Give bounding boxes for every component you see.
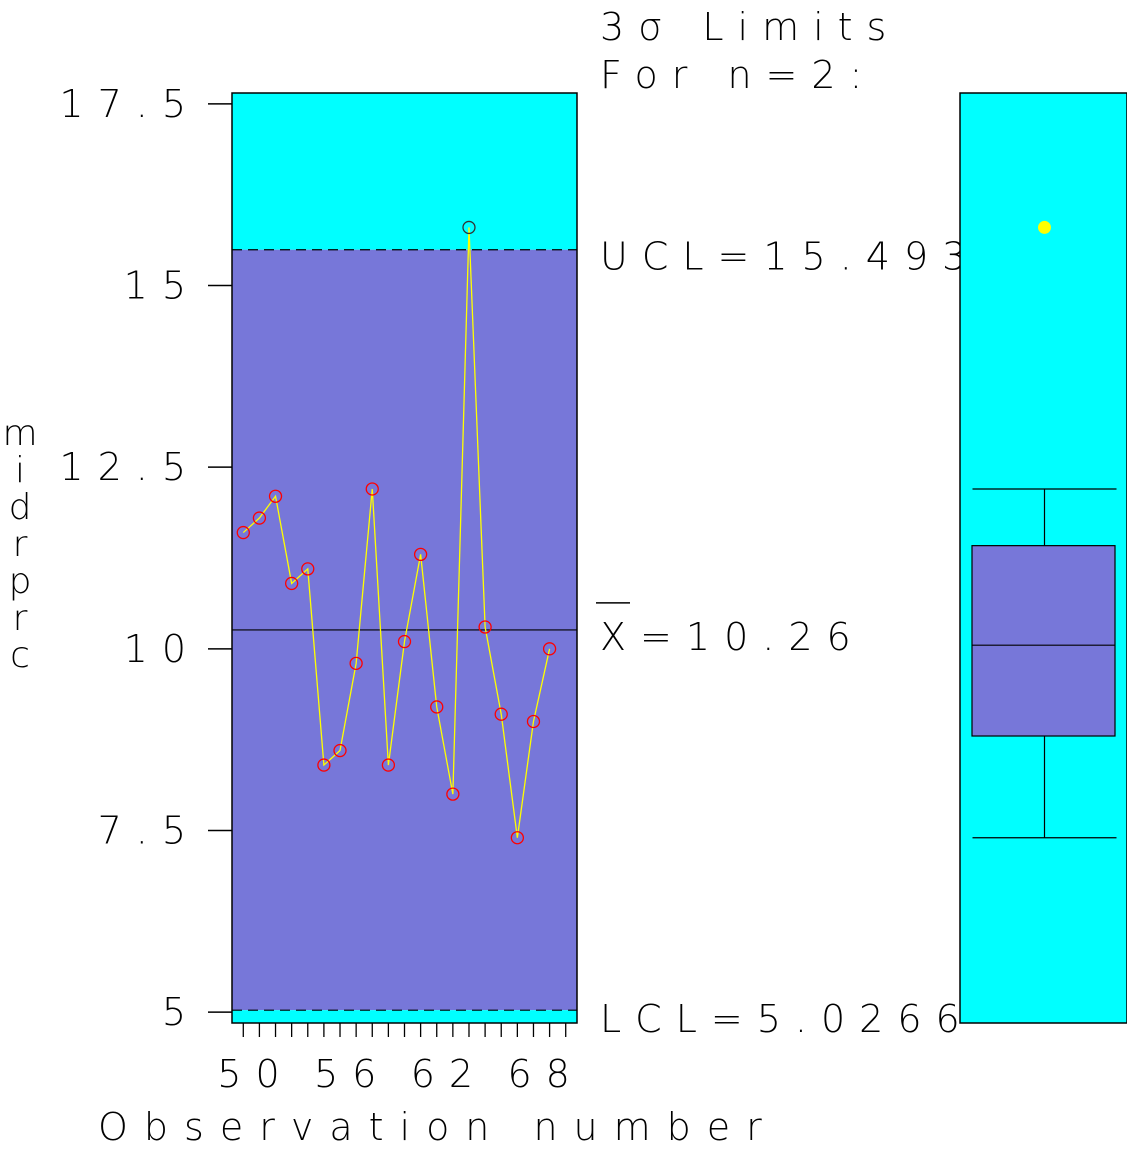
data-point	[284, 576, 299, 591]
data-point	[430, 700, 444, 714]
y-axis: 5 7.5 10 12.5 15 17.5	[59, 82, 232, 1034]
data-point	[478, 620, 492, 634]
series-line	[242, 227, 551, 838]
series-midrprc	[236, 220, 557, 845]
x-tick-label: 62	[411, 1052, 487, 1096]
x-tick-label: 50	[217, 1052, 293, 1096]
x-axis-title: Observation number	[98, 1105, 778, 1149]
data-point	[317, 758, 331, 772]
boxplot-box	[971, 545, 1116, 737]
zone-above-ucl	[232, 93, 577, 250]
y-tick-label: 10	[124, 627, 200, 671]
lcl-label: LCL=5.0266	[600, 997, 974, 1041]
zone-below-lcl	[232, 1010, 577, 1023]
data-point	[494, 707, 508, 721]
data-point	[446, 787, 460, 801]
boxplot-outlier	[1038, 220, 1051, 234]
data-point	[365, 482, 379, 496]
data-point	[397, 634, 412, 649]
x-tick-label: 56	[314, 1052, 390, 1096]
data-point	[252, 511, 267, 525]
center-label-symbol: X	[600, 615, 640, 659]
header-line2: For n=2:	[600, 53, 876, 97]
data-point	[413, 547, 428, 562]
data-point	[301, 562, 315, 576]
data-point	[268, 489, 283, 503]
data-point	[526, 714, 541, 729]
x-tick-label: 68	[507, 1052, 583, 1096]
data-point	[542, 642, 557, 656]
data-point	[510, 831, 525, 845]
data-point	[349, 656, 363, 671]
center-label-value: =10.26	[640, 615, 865, 659]
data-point	[333, 743, 347, 758]
center-label: X=10.26	[600, 615, 865, 659]
boxplot-panel	[959, 92, 1127, 1024]
y-tick-label: 7.5	[98, 808, 200, 852]
ucl-label: UCL=15.493	[600, 235, 980, 279]
y-tick-label: 15	[124, 264, 200, 308]
header-line1: 3σ Limits	[600, 5, 900, 49]
y-tick-label: 17.5	[59, 82, 200, 126]
x-axis: 50 56 62 68	[217, 1023, 583, 1096]
y-tick-label: 5	[162, 990, 200, 1034]
data-point-out-of-control	[462, 220, 476, 235]
data-point	[236, 525, 250, 540]
data-point	[381, 758, 396, 772]
y-tick-label: 12.5	[59, 445, 200, 489]
